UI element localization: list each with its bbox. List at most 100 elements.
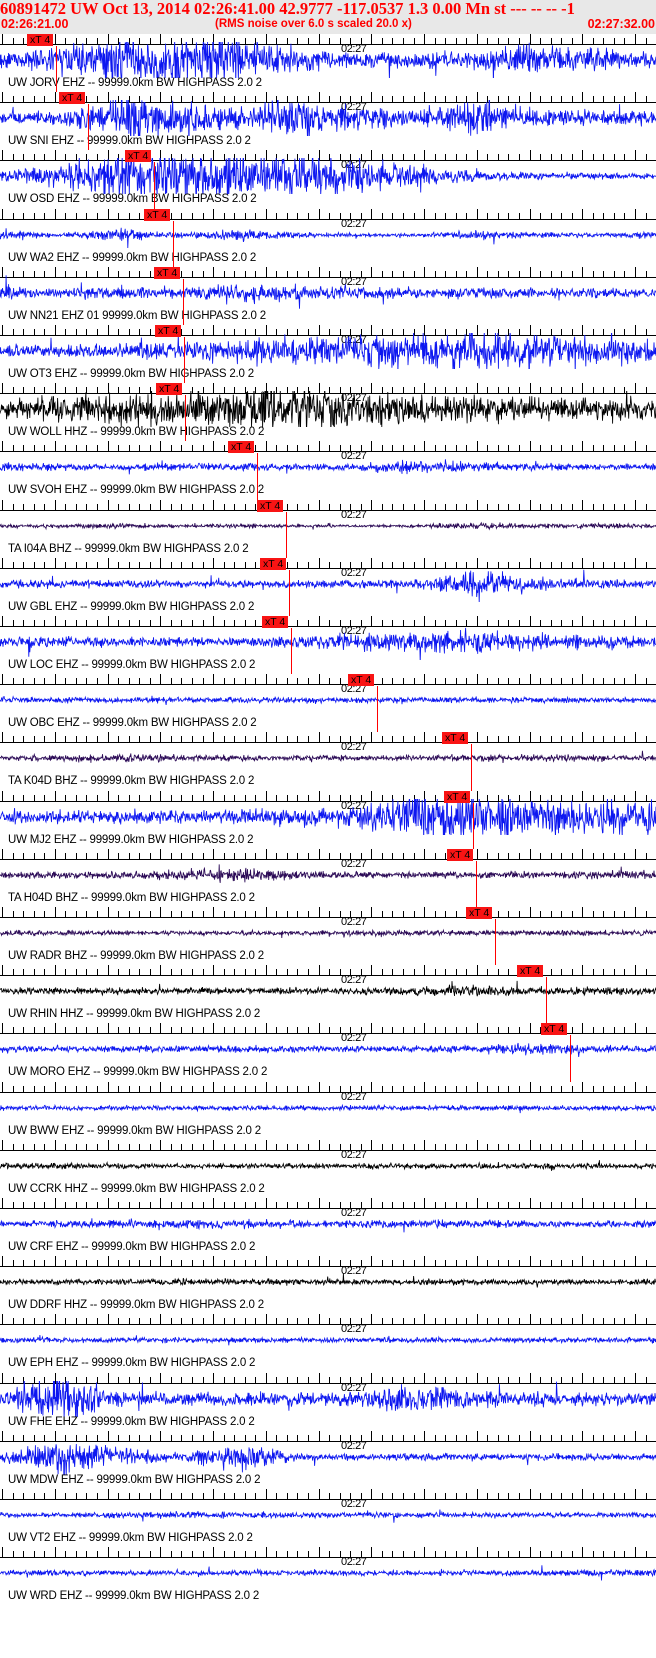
seismogram-trace-row[interactable]: 02:27 UW SVOH EHZ -- 99999.0km BW HIGHPAS… <box>0 441 656 500</box>
axis-tick-major <box>529 383 531 395</box>
seismogram-trace-row[interactable]: 02:27 UW WRD EHZ -- 99999.0km BW HIGHPASS… <box>0 1547 656 1605</box>
axis-tick-major <box>54 325 56 336</box>
seismogram-trace-row[interactable]: 02:27 TA K04D BHZ -- 99999.0km BW HIGHPAS… <box>0 732 656 791</box>
axis-tick-minor <box>75 1202 77 1209</box>
axis-tick-minor <box>223 1434 225 1442</box>
axis-tick-minor <box>297 1260 299 1268</box>
axis-tick-minor <box>339 503 341 511</box>
axis-tick-minor <box>255 561 257 569</box>
seismogram-trace-row[interactable]: 02:27 UW OSD EHZ -- 99999.0km BW HIGHPASS… <box>0 150 656 209</box>
axis-tick-minor <box>592 852 594 860</box>
seismogram-trace-row[interactable]: 02:27 UW RADR BHZ -- 99999.0km BW HIGHPAS… <box>0 907 656 966</box>
axis-tick-major <box>635 732 636 744</box>
axis-tick-major <box>371 266 373 278</box>
seismogram-trace-row[interactable]: 02:27 UW WOLL HHZ -- 99999.0km BW HIGHPAS… <box>0 383 656 442</box>
seismogram-trace-row[interactable]: 02:27 UW OT3 EHZ -- 99999.0km BW HIGHPASS… <box>0 325 656 384</box>
axis-tick-minor <box>118 445 119 453</box>
seismogram-trace-row[interactable]: 02:27 UW NN21 EHZ 01 99999.0km BW HIGHPAS… <box>0 266 656 325</box>
seismogram-trace-row[interactable]: 02:27 UW BWW EHZ -- 99999.0km BW HIGHPASS… <box>0 1081 656 1140</box>
axis-tick-minor <box>23 270 25 278</box>
axis-tick-minor <box>202 154 204 162</box>
axis-tick-major <box>476 150 478 162</box>
axis-tick-minor <box>360 270 362 278</box>
axis-tick-minor <box>508 1202 510 1209</box>
seismogram-trace-row[interactable]: 02:27 UW MDW EHZ -- 99999.0km BW HIGHPASS… <box>0 1430 656 1489</box>
axis-tick-minor <box>550 561 552 569</box>
axis-tick-minor <box>413 445 415 453</box>
axis-tick-major <box>213 848 214 860</box>
seismogram-trace-row[interactable]: 02:27 UW VT2 EHZ -- 99999.0km BW HIGHPASS… <box>0 1489 656 1547</box>
axis-tick-minor <box>276 1493 278 1500</box>
axis-tick-major <box>529 557 531 569</box>
seismogram-trace-row[interactable]: 02:27 TA I04A BHZ -- 99999.0km BW HIGHPAS… <box>0 499 656 558</box>
axis-tick-minor <box>497 969 499 977</box>
axis-tick-minor <box>487 561 489 569</box>
phase-pick-line <box>184 337 186 384</box>
axis-tick-minor <box>286 329 288 336</box>
axis-tick-major <box>160 965 162 977</box>
seismogram-trace-row[interactable]: 02:27 UW CRF EHZ -- 99999.0km BW HIGHPASS… <box>0 1198 656 1256</box>
axis-tick-minor <box>402 911 404 918</box>
axis-tick-minor <box>297 387 299 395</box>
axis-tick-minor <box>297 969 299 977</box>
axis-tick-minor <box>329 561 331 569</box>
time-axis: 02:27 <box>0 1081 656 1103</box>
seismogram-trace-row[interactable]: 02:27 UW WA2 EHZ -- 99999.0km BW HIGHPASS… <box>0 208 656 267</box>
axis-tick-minor <box>202 736 204 744</box>
seismogram-trace-row[interactable]: 02:27 UW GBL EHZ -- 99999.0km BW HIGHPASS… <box>0 557 656 616</box>
axis-tick-minor <box>603 1027 605 1035</box>
seismogram-trace-row[interactable]: 02:27 TA H04D BHZ -- 99999.0km BW HIGHPAS… <box>0 848 656 907</box>
axis-tick-minor <box>603 852 605 860</box>
axis-tick-minor <box>170 1376 172 1384</box>
axis-tick-minor <box>128 736 130 744</box>
window-start-time: 02:26:21.00 <box>1 17 69 31</box>
axis-tick-major <box>213 1489 214 1500</box>
seismogram-trace-row[interactable]: 02:27 UW CCRK HHZ -- 99999.0km BW HIGHPAS… <box>0 1139 656 1198</box>
axis-tick-minor <box>244 503 246 511</box>
axis-tick-major <box>160 1081 162 1093</box>
axis-tick-minor <box>223 1085 225 1093</box>
axis-tick-minor <box>350 445 352 453</box>
axis-tick-minor <box>33 1434 35 1442</box>
axis-tick-minor <box>645 1318 647 1326</box>
seismogram-trace-row[interactable]: 02:27 UW EPH EHZ -- 99999.0km BW HIGHPASS… <box>0 1314 656 1372</box>
axis-tick-minor <box>613 1202 615 1209</box>
axis-tick-minor <box>139 852 141 860</box>
axis-tick-minor <box>149 1260 151 1268</box>
axis-tick-minor <box>181 445 183 453</box>
seismogram-trace-row[interactable]: 02:27 UW FHE EHZ -- 99999.0km BW HIGHPASS… <box>0 1372 656 1431</box>
axis-tick-minor <box>360 794 362 802</box>
axis-tick-major <box>213 441 214 453</box>
axis-tick-minor <box>23 96 25 104</box>
axis-tick-major <box>213 1430 214 1442</box>
seismogram-trace-row[interactable]: 02:27 UW DDRF HHZ -- 99999.0km BW HIGHPAS… <box>0 1256 656 1314</box>
seismogram-trace-row[interactable]: 02:27 UW MJ2 EHZ -- 99999.0km BW HIGHPASS… <box>0 790 656 849</box>
axis-tick-major <box>371 1023 373 1035</box>
seismogram-trace-row[interactable]: 02:27 UW OBC EHZ -- 99999.0km BW HIGHPASS… <box>0 674 656 733</box>
axis-tick-minor <box>455 387 457 395</box>
axis-tick-minor <box>624 1318 626 1326</box>
axis-tick-minor <box>455 1376 457 1384</box>
seismogram-trace-row[interactable]: 02:27 UW JORV EHZ -- 99999.0km BW HIGHPAS… <box>0 34 656 93</box>
waveform-wa2 <box>0 217 656 253</box>
axis-tick-minor <box>434 96 436 104</box>
axis-baseline <box>0 335 656 336</box>
axis-tick-minor <box>519 852 520 860</box>
axis-tick-minor <box>550 911 552 918</box>
axis-tick-minor <box>350 329 352 336</box>
axis-tick-minor <box>455 1027 457 1035</box>
axis-tick-minor <box>128 38 130 45</box>
axis-tick-major <box>424 34 425 45</box>
axis-tick-minor <box>350 38 352 45</box>
axis-tick-major <box>213 1198 214 1209</box>
axis-tick-minor <box>540 96 542 104</box>
axis-tick-minor <box>455 620 457 627</box>
axis-tick-major <box>371 732 373 744</box>
seismogram-trace-row[interactable]: 02:27 UW LOC EHZ -- 99999.0km BW HIGHPASS… <box>0 616 656 675</box>
axis-tick-minor <box>244 969 246 977</box>
seismogram-trace-row[interactable]: 02:27 UW SNI EHZ -- 99999.0km BW HIGHPASS… <box>0 92 656 151</box>
axis-tick-major <box>265 1430 267 1442</box>
seismogram-trace-row[interactable]: 02:27 UW RHIN HHZ -- 99999.0km BW HIGHPAS… <box>0 965 656 1024</box>
seismogram-trace-row[interactable]: 02:27 UW MORO EHZ -- 99999.0km BW HIGHPAS… <box>0 1023 656 1082</box>
axis-tick-major <box>635 325 636 336</box>
